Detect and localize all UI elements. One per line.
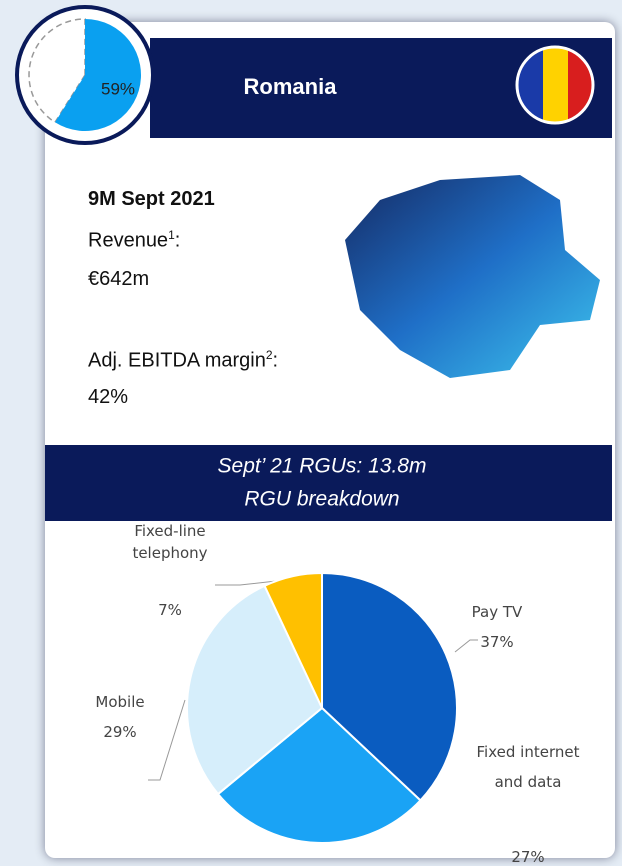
pie-slice (263, 571, 323, 709)
label: Revenue (88, 229, 169, 252)
revenue-value: €642m (88, 268, 150, 290)
ebitda-value: 42% (88, 386, 129, 408)
category-label: Fixed internet and data (476, 743, 580, 791)
category-label: Pay TV (471, 603, 523, 621)
pie-slice (321, 571, 458, 802)
value-label: 7% (158, 601, 182, 619)
category-label: Fixed-line telephony (132, 522, 208, 562)
category-label: Mobile (95, 693, 145, 711)
period: 9M Sept 2021 (88, 188, 215, 210)
revenue-label: Revenue1: (88, 228, 180, 253)
note: 1 (168, 228, 175, 242)
suffix: : (272, 349, 279, 372)
map (345, 175, 600, 378)
header-title: Romania (244, 74, 338, 99)
chart-subtitle: RGU breakdown (244, 488, 399, 511)
label: Adj. EBITDA margin (88, 349, 266, 372)
value-label: 37% (480, 633, 514, 651)
badge-slice (54, 19, 141, 131)
badge-remainder (28, 18, 86, 124)
chart-title: Sept’ 21 RGUs: 13.8m (218, 455, 427, 478)
ebitda-label: Adj. EBITDA margin2: (88, 348, 278, 373)
pie-slice (216, 706, 422, 844)
pie-header (45, 445, 612, 521)
value-label: 27% (511, 848, 545, 866)
badge-label: 59% (101, 79, 135, 98)
value-label: 29% (103, 723, 137, 741)
flag-ring (515, 45, 595, 125)
note: 2 (265, 348, 273, 362)
leader-lines (148, 579, 478, 781)
suffix: : (174, 229, 181, 252)
